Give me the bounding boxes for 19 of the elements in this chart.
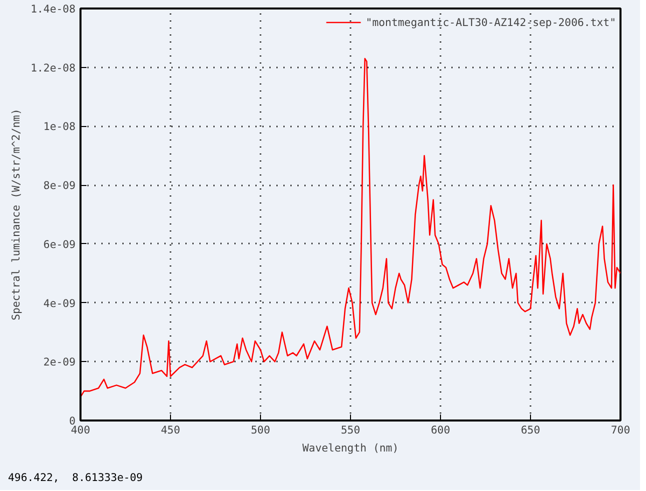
y-tick-label: 1e-08: [43, 120, 76, 134]
legend-label: "montmegantic-ALT30-AZ142-sep-2006.txt": [366, 16, 616, 28]
x-tick-label: 500: [250, 424, 270, 436]
y-tick-label: 6e-09: [43, 238, 76, 251]
y-tick-label: 8e-09: [43, 179, 76, 192]
y-tick-label: 1.4e-08: [30, 2, 76, 16]
x-tick-label: 700: [610, 424, 630, 436]
x-axis-title: Wavelength (nm): [302, 442, 399, 454]
text: 496.422, 8.61333e-09: [8, 470, 143, 486]
y-tick-label: 1.2e-08: [30, 61, 76, 74]
line-series: [80, 58, 620, 398]
y-tick-label: 4e-09: [43, 296, 76, 310]
y-axis-title: Spectral luminance (W/str/m^2/nm): [10, 108, 23, 320]
x-tick-label: 600: [430, 424, 450, 436]
x-tick-label: 650: [520, 424, 540, 436]
x-tick-label: 450: [160, 424, 180, 436]
x-tick-label: 550: [340, 424, 360, 436]
x-tick-label: 400: [70, 424, 90, 436]
y-tick-label: 2e-09: [43, 356, 76, 369]
